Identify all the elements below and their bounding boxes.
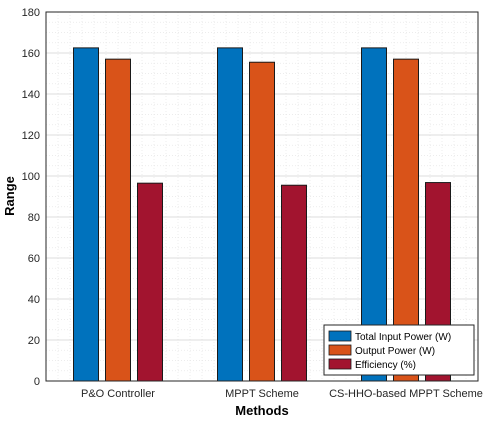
legend-label: Total Input Power (W) [355,332,451,343]
y-axis-title: Range [2,176,17,216]
y-tick-label: 180 [22,7,40,19]
y-tick-label: 160 [22,48,40,60]
legend: Total Input Power (W) Output Power (W) Eff… [323,324,475,376]
legend-swatch [328,358,352,370]
y-tick-label: 100 [22,171,40,183]
x-tick-label: MPPT Scheme [225,388,299,400]
y-tick-label: 20 [28,335,40,347]
legend-label: Output Power (W) [355,346,435,357]
y-tick-label: 120 [22,130,40,142]
bar-1-1 [73,47,99,382]
y-tick-label: 60 [28,253,40,265]
x-tick-label: P&O Controller [81,388,155,400]
legend-swatch [328,330,352,342]
x-axis-ticks: P&O Controller MPPT Scheme CS-HHO-based MP… [81,388,483,400]
bar-3-1 [137,182,163,382]
bar-1-2 [217,47,243,382]
y-tick-label: 80 [28,212,40,224]
y-tick-label: 40 [28,294,40,306]
legend-swatch [328,344,352,356]
bar-3-2 [281,184,307,382]
bar-2-1 [105,58,131,382]
y-axis-ticks: 0 20 40 60 80 100 120 140 160 180 [22,7,40,388]
y-tick-label: 140 [22,89,40,101]
x-axis-title: Methods [235,403,288,418]
y-tick-label: 0 [34,376,40,388]
x-tick-label: CS-HHO-based MPPT Scheme [329,388,483,400]
plot-frame [45,11,479,382]
legend-label: Efficiency (%) [355,360,416,371]
bar-2-2 [249,61,275,382]
